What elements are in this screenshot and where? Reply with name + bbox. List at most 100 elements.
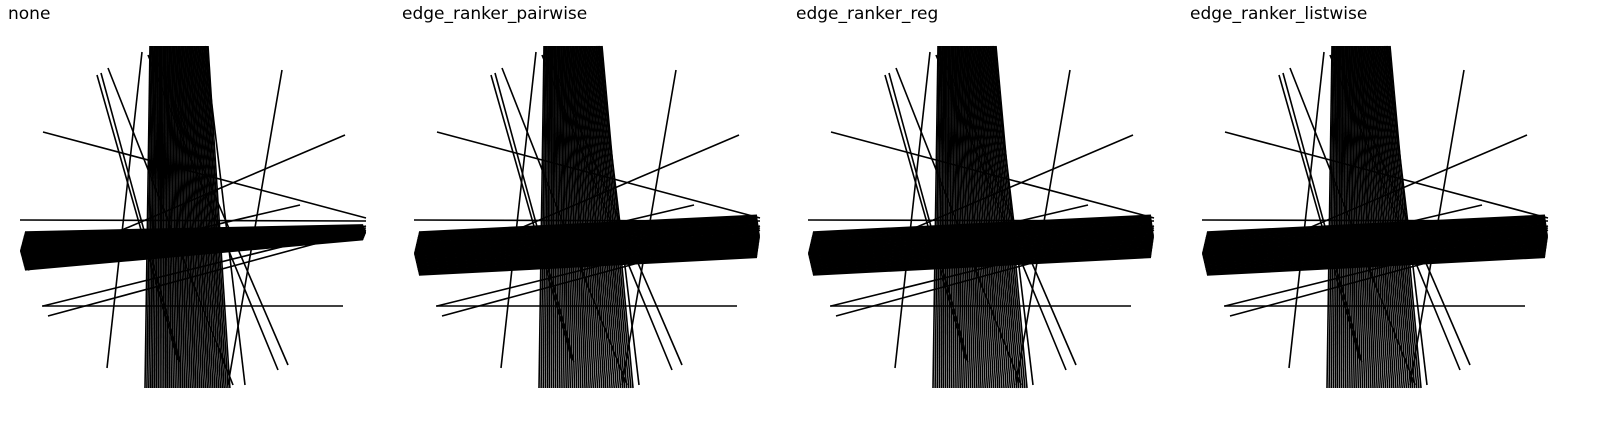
bundle-edge-horizontal xyxy=(418,254,758,274)
bundle-edge-horizontal xyxy=(809,240,1154,260)
bundle-edge-vertical xyxy=(1386,45,1418,389)
bundle-edge-horizontal xyxy=(416,223,759,243)
bundle-edge-vertical xyxy=(1373,45,1397,389)
bundle-edge-vertical xyxy=(977,45,999,389)
graph-edge xyxy=(107,67,234,386)
graph-edge xyxy=(27,134,346,271)
bundle-edge-vertical xyxy=(579,45,599,389)
bundle-edge-vertical xyxy=(144,45,151,389)
graph-edge xyxy=(1229,229,1549,317)
bundle-edge-vertical xyxy=(1360,45,1376,389)
bundle-edge-horizontal xyxy=(1203,240,1548,260)
bundle-edge-vertical xyxy=(966,45,982,389)
graph-edge xyxy=(888,72,969,363)
bundle-edge-vertical xyxy=(193,45,210,389)
edge-drawing xyxy=(1201,45,1549,389)
bundle-edge-horizontal xyxy=(812,255,1152,275)
bundle-edge-vertical xyxy=(562,45,572,389)
bundle-edge-vertical xyxy=(572,45,588,389)
bundle-edge-horizontal xyxy=(1204,247,1547,267)
bundle-edge-vertical xyxy=(580,45,601,389)
bundle-edge-vertical xyxy=(178,45,190,389)
bundle-edge-vertical xyxy=(202,45,224,389)
bundle-edge-vertical xyxy=(1349,45,1357,389)
bundle-edge-vertical xyxy=(991,45,1022,389)
graph-edge xyxy=(895,67,1022,386)
graph-edge xyxy=(490,74,573,361)
panel-3: edge_ranker_listwise xyxy=(1182,0,1588,428)
bundle-edge-horizontal xyxy=(415,242,759,262)
bundle-edge-vertical xyxy=(191,45,209,389)
graph-edge xyxy=(1278,74,1361,361)
panel-title: none xyxy=(8,4,51,24)
bundle-edge-vertical xyxy=(569,45,582,389)
bundle-edge-vertical xyxy=(978,45,1001,389)
bundle-edge-horizontal xyxy=(812,256,1152,276)
bundle-edge-vertical xyxy=(574,45,590,389)
bundle-edge-horizontal xyxy=(417,219,758,238)
graph-edge xyxy=(42,225,367,307)
bundle-edge-horizontal xyxy=(416,225,759,245)
bundle-edge-horizontal xyxy=(414,239,760,259)
bundle-edge-vertical xyxy=(554,45,559,389)
bundle-edge-horizontal xyxy=(1203,229,1548,248)
graph-edge xyxy=(1409,69,1465,386)
bundle-edge-vertical xyxy=(1355,45,1368,389)
bundle-edge-horizontal xyxy=(1203,227,1547,246)
bundle-edge-horizontal xyxy=(417,249,759,269)
bundle-edge-vertical xyxy=(942,45,946,389)
bundle-edge-horizontal xyxy=(1204,245,1547,265)
bundle-edge-vertical xyxy=(1340,45,1343,389)
bundle-edge-vertical xyxy=(1364,45,1383,389)
bundle-edge-horizontal xyxy=(415,229,760,248)
bundle-edge-horizontal xyxy=(1206,215,1546,234)
bundle-edge-vertical xyxy=(1351,45,1362,389)
bundle-edge-vertical xyxy=(198,45,218,389)
bundle-edge-horizontal xyxy=(808,234,1154,254)
bundle-edge-vertical xyxy=(963,45,976,389)
bundle-edge-vertical xyxy=(1369,45,1391,389)
bundle-edge-vertical xyxy=(598,45,630,389)
edge-drawing xyxy=(413,45,761,389)
bundle-edge-vertical xyxy=(187,45,203,389)
bundle-edge-vertical xyxy=(984,45,1012,389)
bundle-edge-horizontal xyxy=(418,214,758,233)
bundle-edge-vertical xyxy=(1384,45,1414,389)
bundle-edge-vertical xyxy=(1342,45,1347,389)
bundle-edge-vertical xyxy=(200,45,222,389)
bundle-edge-vertical xyxy=(571,45,586,389)
bundle-edge-horizontal xyxy=(418,256,758,276)
graph-edge xyxy=(441,229,761,317)
bundle-edge-horizontal xyxy=(812,214,1152,233)
bundle-edge-vertical xyxy=(1378,45,1406,389)
bundle-edge-vertical xyxy=(597,45,628,389)
bundle-edge-horizontal xyxy=(414,231,760,251)
bundle-edge-vertical xyxy=(965,45,980,389)
bundle-edge-vertical xyxy=(964,45,978,389)
bundle-edge-horizontal xyxy=(415,244,759,263)
bundle-edge-horizontal xyxy=(811,219,1152,238)
bundle-edge-horizontal xyxy=(810,245,1153,265)
bundle-edge-horizontal xyxy=(808,231,1154,251)
bundle-edge-vertical xyxy=(1353,45,1364,389)
panel-2: edge_ranker_reg xyxy=(788,0,1194,428)
bundle-edge-horizontal xyxy=(809,244,1153,263)
bundle-edge-vertical xyxy=(563,45,574,389)
bundle-edge-vertical xyxy=(592,45,620,389)
bundle-edge-vertical xyxy=(1326,45,1333,389)
bundle-edge-vertical xyxy=(185,45,199,389)
bundle-edge-vertical xyxy=(540,45,547,389)
bundle-edge-horizontal xyxy=(811,252,1152,272)
bundle-edge-horizontal xyxy=(1206,254,1546,274)
graph-edge xyxy=(501,67,628,386)
graph-edge xyxy=(96,74,179,361)
bundle-edge-vertical xyxy=(538,45,545,389)
bundle-edge-horizontal xyxy=(809,229,1154,248)
bundle-edge-vertical xyxy=(575,45,592,389)
graph-edge xyxy=(436,225,761,307)
bundle-edge-horizontal xyxy=(1204,225,1547,245)
graph-edge xyxy=(835,229,1155,317)
graph-edge xyxy=(47,229,367,317)
bundle-edge-vertical xyxy=(982,45,1007,389)
bundle-edge-vertical xyxy=(584,45,607,389)
